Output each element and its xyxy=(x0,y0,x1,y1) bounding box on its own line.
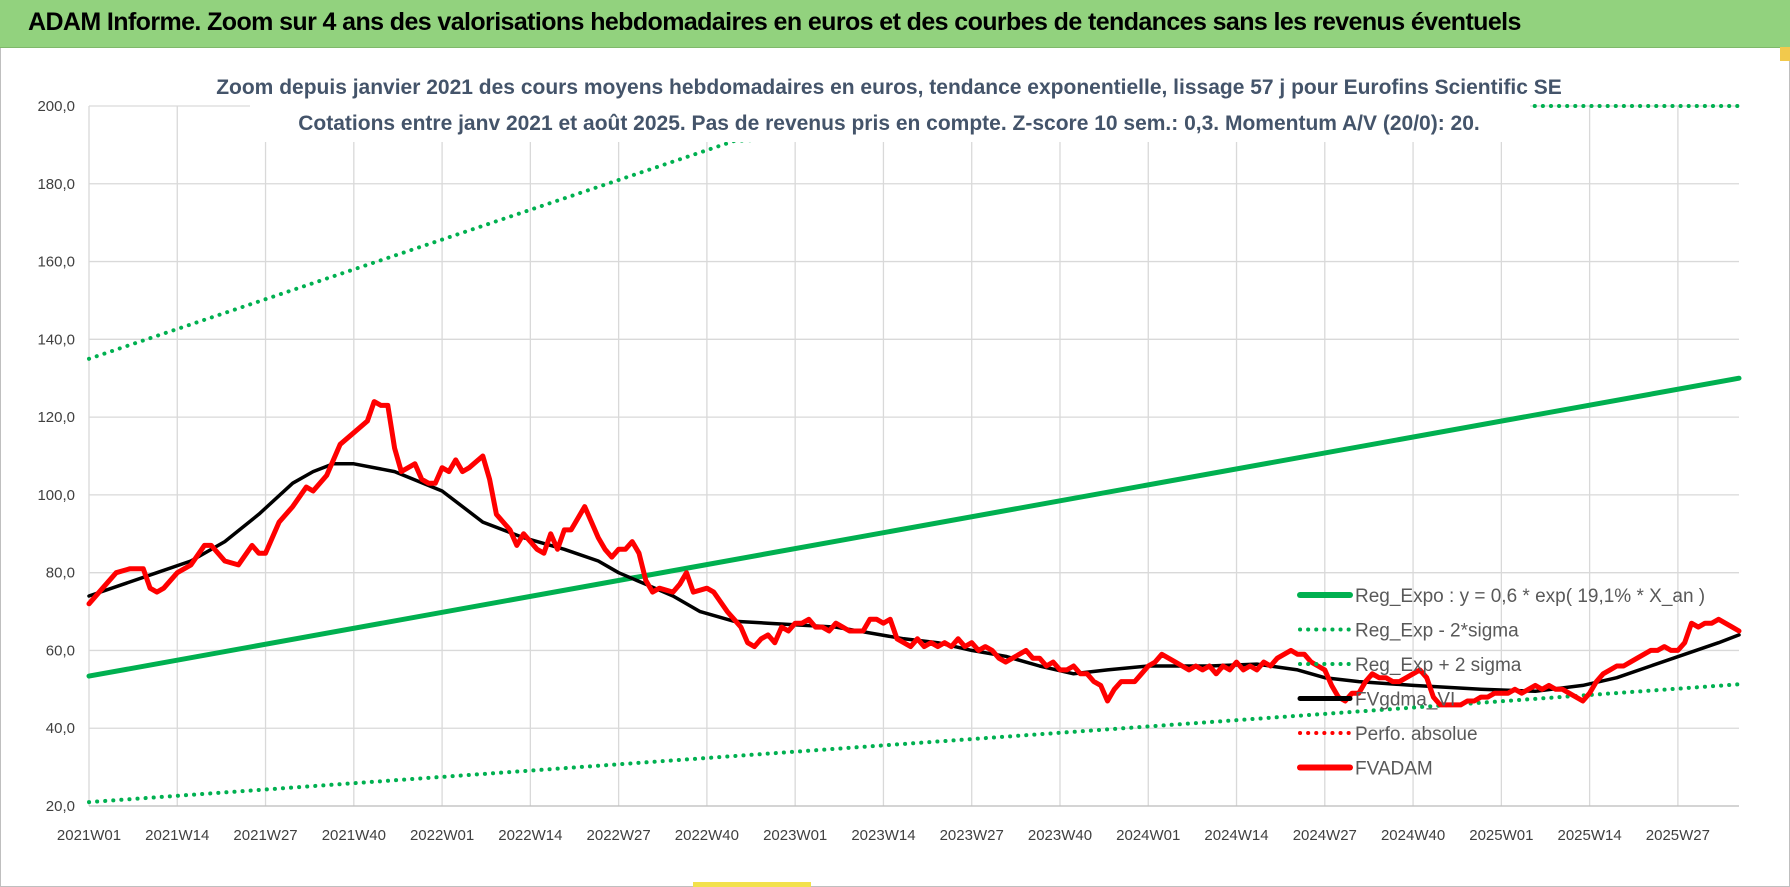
legend-label-3: FVgdma_VI xyxy=(1355,690,1455,711)
chart-subtitle-line2: Cotations entre janv 2021 et août 2025. … xyxy=(298,112,1479,135)
x-tick-label: 2023W40 xyxy=(1028,827,1092,844)
x-tick-label: 2024W27 xyxy=(1293,827,1357,844)
x-tick-label: 2022W01 xyxy=(410,827,474,844)
subtitle-background xyxy=(250,70,1530,142)
legend-label-5: FVADAM xyxy=(1355,759,1433,780)
y-tick-label: 20,0 xyxy=(46,798,75,815)
y-tick-label: 60,0 xyxy=(46,642,75,659)
x-tick-label: 2024W01 xyxy=(1116,827,1180,844)
corner-accent xyxy=(1780,47,1790,61)
y-tick-label: 120,0 xyxy=(37,409,75,426)
x-tick-label: 2023W27 xyxy=(940,827,1004,844)
y-tick-label: 80,0 xyxy=(46,565,75,582)
legend: Reg_Expo : y = 0,6 * exp( 19,1% * X_an )… xyxy=(1297,586,1705,780)
series-line-1 xyxy=(87,682,1741,805)
chart-subtitle-line1: Zoom depuis janvier 2021 des cours moyen… xyxy=(216,76,1562,99)
series-layer xyxy=(86,104,1742,805)
x-tick-label: 2025W27 xyxy=(1646,827,1710,844)
series-line-5 xyxy=(86,399,1742,708)
legend-label-0: Reg_Expo : y = 0,6 * exp( 19,1% * X_an ) xyxy=(1355,586,1705,607)
y-axis: 20,0 40,0 60,0 80,0 100,0 120,0 140,0 160,0 180,… xyxy=(37,98,75,815)
x-tick-label: 2021W01 xyxy=(57,827,121,844)
x-axis: 2021W01 2021W14 2021W27 2021W40 2022W01 2022W… xyxy=(57,827,1710,844)
legend-label-2: Reg_Exp + 2 sigma xyxy=(1355,655,1522,676)
series-line-3 xyxy=(87,462,1741,694)
series-line-2 xyxy=(87,104,1741,361)
y-tick-label: 200,0 xyxy=(37,98,75,115)
legend-label-4: Perfo. absolue xyxy=(1355,724,1478,745)
x-tick-label: 2022W27 xyxy=(587,827,651,844)
x-tick-label: 2021W40 xyxy=(322,827,386,844)
x-tick-label: 2025W01 xyxy=(1469,827,1533,844)
x-tick-label: 2023W14 xyxy=(851,827,915,844)
y-tick-label: 140,0 xyxy=(37,331,75,348)
x-tick-label: 2024W14 xyxy=(1204,827,1268,844)
x-tick-label: 2023W01 xyxy=(763,827,827,844)
x-tick-label: 2021W14 xyxy=(145,827,209,844)
x-tick-label: 2022W40 xyxy=(675,827,739,844)
x-tick-label: 2024W40 xyxy=(1381,827,1445,844)
x-tick-label: 2021W27 xyxy=(233,827,297,844)
legend-label-1: Reg_Exp - 2*sigma xyxy=(1355,621,1519,642)
report-title: ADAM Informe. Zoom sur 4 ans des valoris… xyxy=(28,8,1521,36)
report-header: ADAM Informe. Zoom sur 4 ans des valoris… xyxy=(0,0,1790,48)
x-tick-label: 2022W14 xyxy=(498,827,562,844)
y-tick-label: 40,0 xyxy=(46,720,75,737)
series-line-0 xyxy=(86,375,1742,679)
y-tick-label: 100,0 xyxy=(37,487,75,504)
y-tick-label: 160,0 xyxy=(37,254,75,271)
bottom-accent xyxy=(693,882,811,887)
y-tick-label: 180,0 xyxy=(37,176,75,193)
x-tick-label: 2025W14 xyxy=(1558,827,1622,844)
